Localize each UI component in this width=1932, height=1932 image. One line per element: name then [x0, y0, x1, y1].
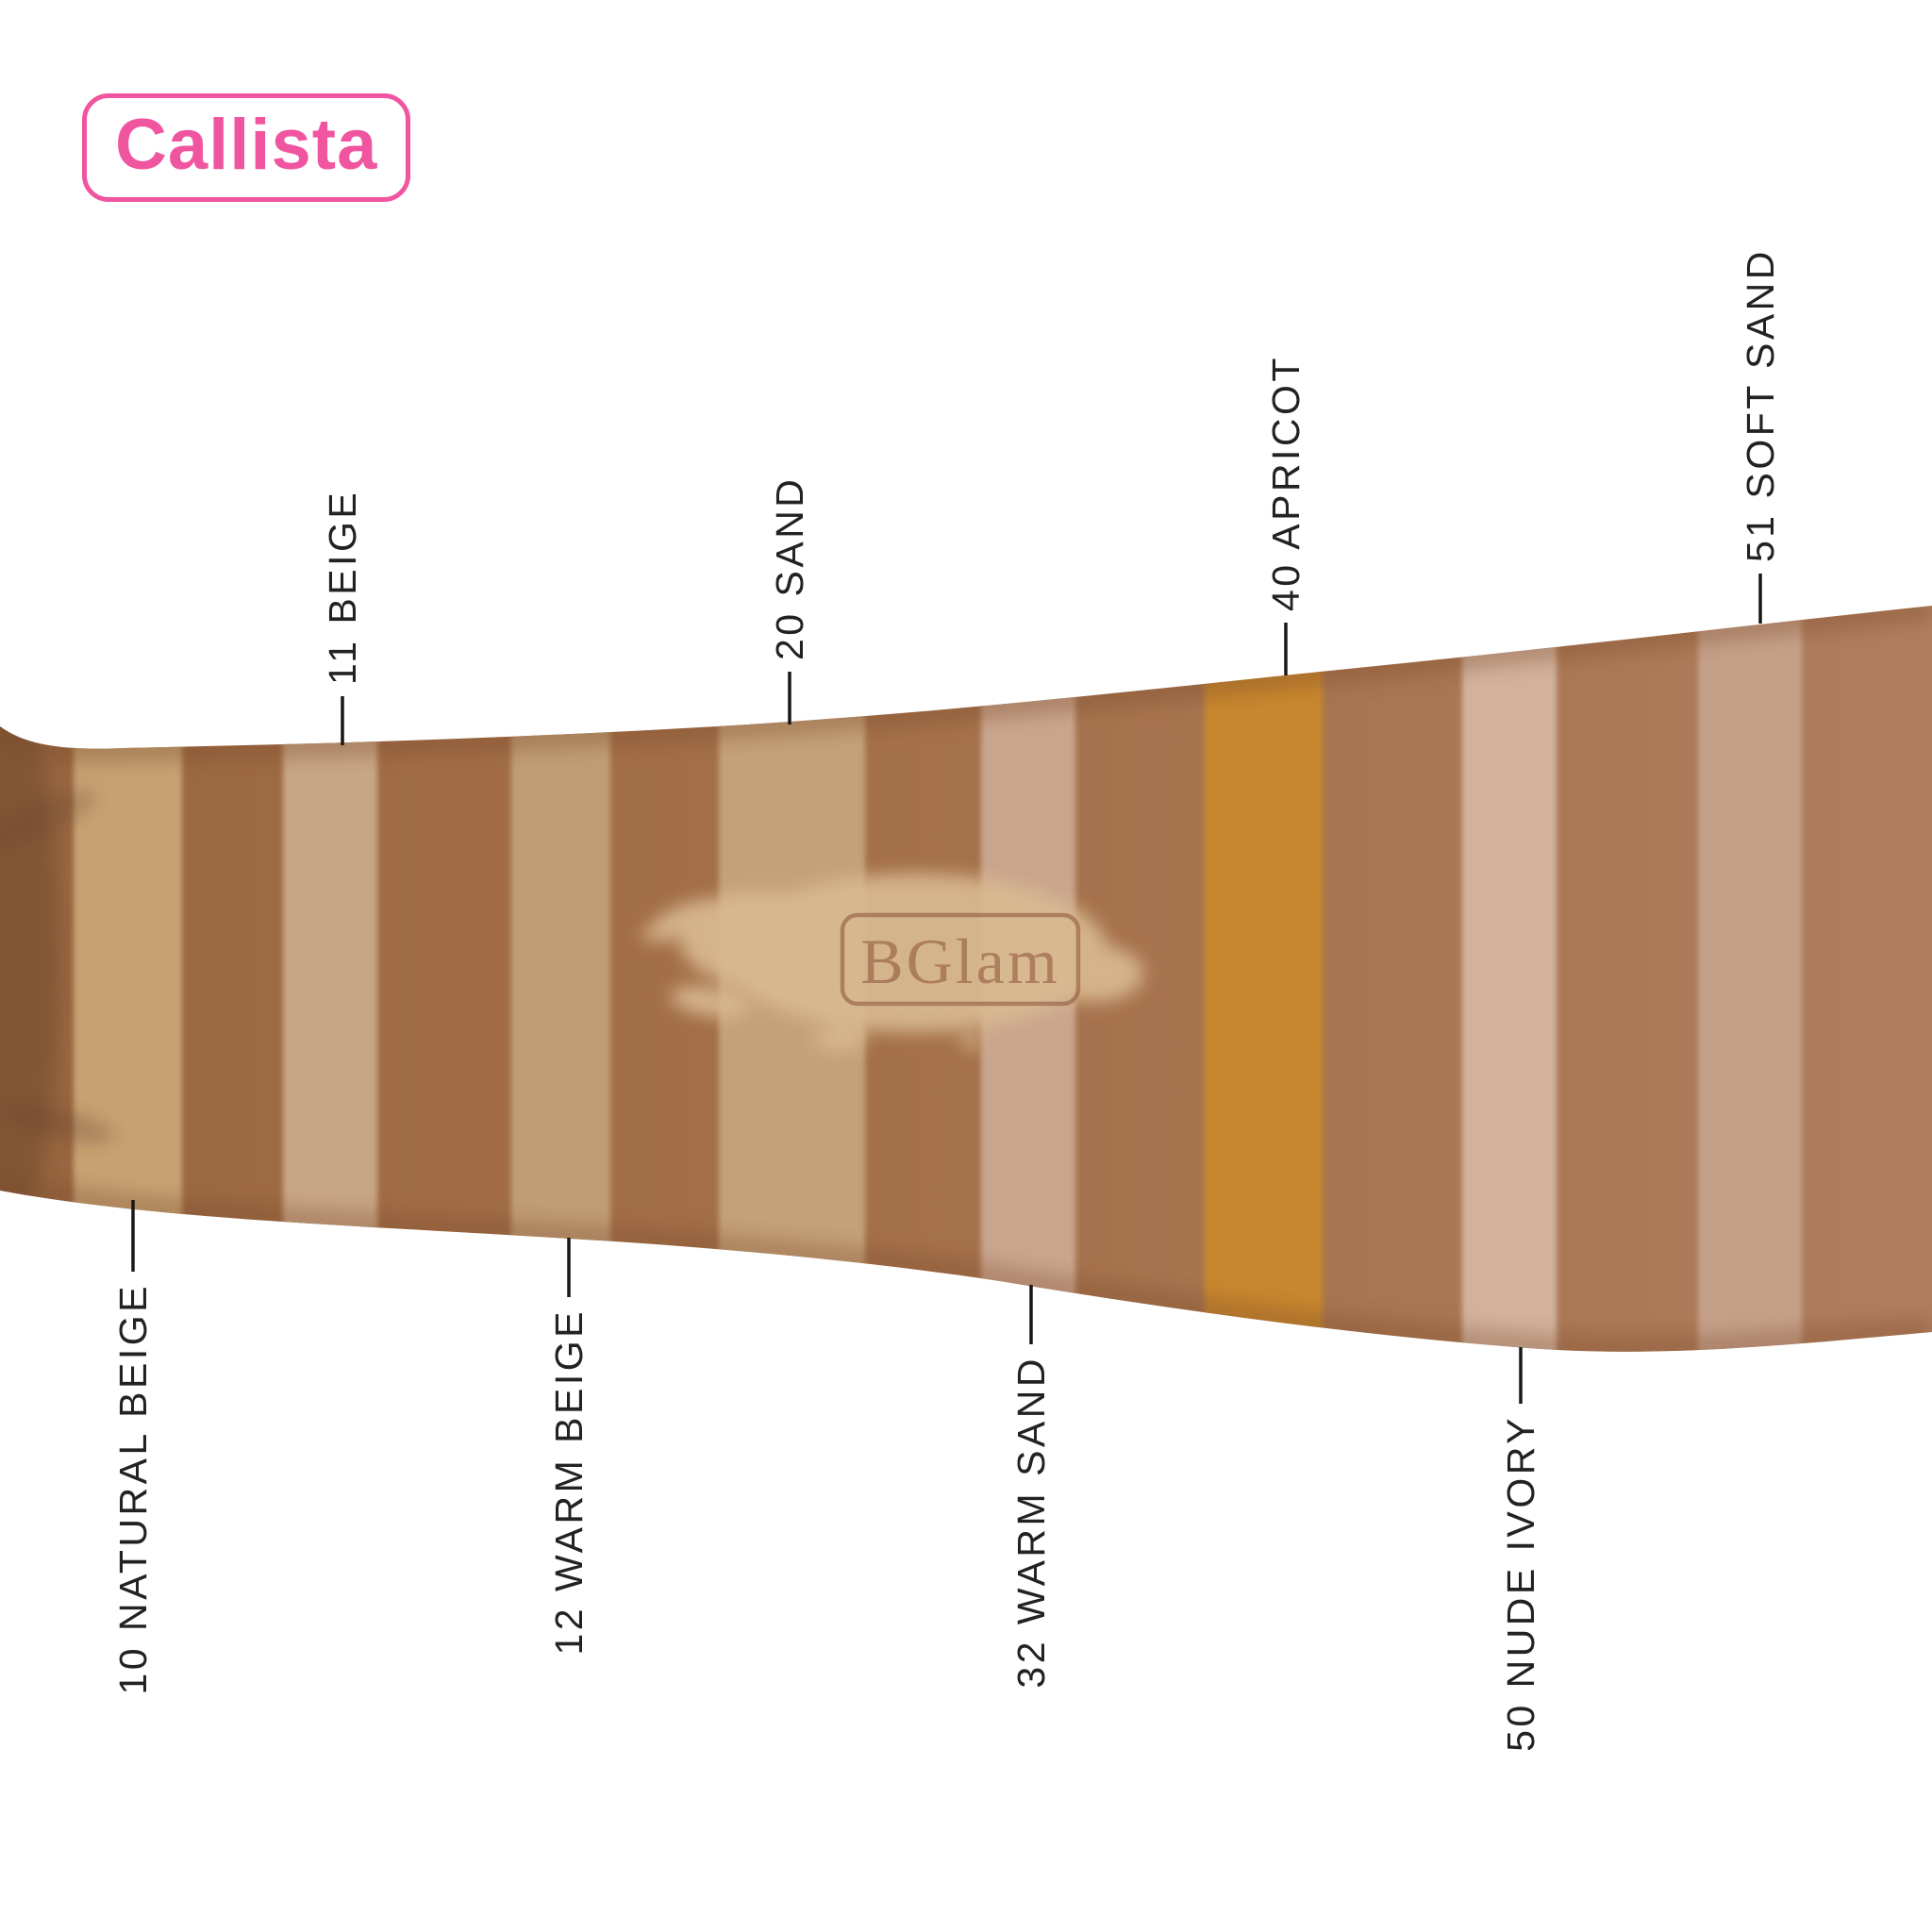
- shade-label-20-sand: 20 SAND: [768, 475, 811, 660]
- brand-logo: Callista: [82, 93, 411, 202]
- watermark-text: BGlam: [860, 925, 1059, 997]
- shade-label-32-warm-sand: 32 WARM SAND: [1009, 1356, 1053, 1689]
- shade-label-12-warm-beige: 12 WARM BEIGE: [547, 1308, 591, 1656]
- shade-label-11-beige: 11 BEIGE: [321, 489, 364, 685]
- swatch-51-soft-sand: [1698, 606, 1802, 1352]
- shade-label-10-natural-beige: 10 NATURAL BEIGE: [111, 1283, 155, 1695]
- foundation-smear: [641, 874, 1143, 1050]
- brand-logo-text: Callista: [115, 105, 378, 185]
- swatch-40-apricot: [1205, 606, 1323, 1352]
- swatch-50-nude-ivory: [1462, 606, 1557, 1352]
- wrist-shadow: [0, 689, 114, 1236]
- shade-label-50-nude-ivory: 50 NUDE IVORY: [1499, 1415, 1542, 1752]
- watermark-frame: [840, 912, 1081, 1007]
- shade-label-51-soft-sand: 51 SOFT SAND: [1739, 248, 1782, 562]
- shade-label-40-apricot: 40 APRICOT: [1264, 355, 1307, 611]
- watermark: BGlam: [840, 912, 1081, 1007]
- pointer-lines: [131, 574, 1762, 1404]
